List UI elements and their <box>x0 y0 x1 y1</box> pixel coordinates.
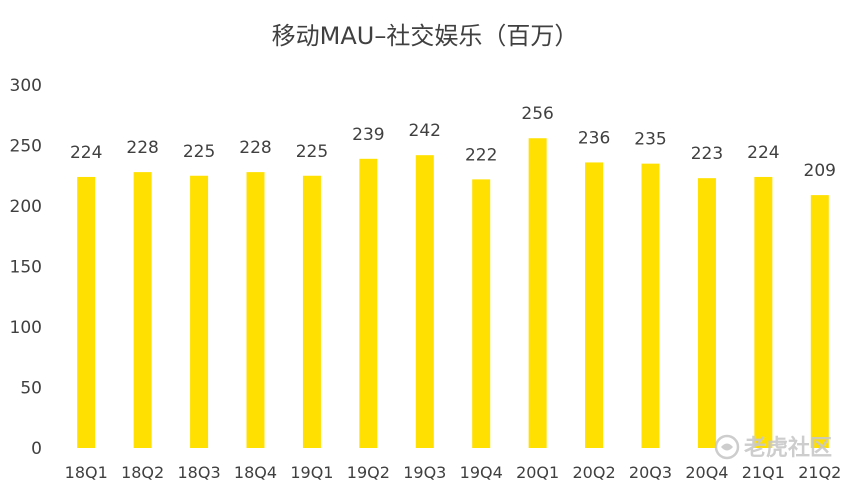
bar <box>302 175 321 448</box>
x-tick-label: 21Q2 <box>798 463 841 482</box>
y-tick-label: 250 <box>10 137 42 157</box>
watermark: 老虎社区 <box>714 434 832 461</box>
bar <box>133 172 152 448</box>
data-label: 225 <box>183 142 215 162</box>
x-tick-label: 20Q4 <box>685 463 728 482</box>
bar <box>77 176 96 448</box>
x-tick-label: 20Q1 <box>516 463 559 482</box>
x-tick-label: 20Q2 <box>573 463 616 482</box>
data-label: 239 <box>352 125 384 145</box>
x-tick-label: 18Q3 <box>178 463 221 482</box>
x-tick-label: 19Q3 <box>403 463 446 482</box>
data-label-group: 224 228 225 228 225 239 242 222 256 236 235 223 224 2… <box>70 104 836 181</box>
x-tick-label: 18Q4 <box>234 463 277 482</box>
data-label: 225 <box>296 142 328 162</box>
x-tick-label: 18Q1 <box>65 463 108 482</box>
data-label: 223 <box>691 144 723 164</box>
data-label: 236 <box>578 128 610 148</box>
data-label: 228 <box>126 138 158 158</box>
y-tick-label: 100 <box>10 318 42 338</box>
y-tick-label: 50 <box>20 379 42 399</box>
bar <box>359 158 378 448</box>
x-tick-label: 19Q1 <box>290 463 333 482</box>
data-label: 235 <box>634 130 666 150</box>
y-tick-label: 150 <box>10 258 42 278</box>
bar <box>697 178 716 449</box>
bar <box>585 162 604 448</box>
bar <box>190 175 209 448</box>
x-tick-label: 21Q1 <box>742 463 785 482</box>
x-axis: 18Q1 18Q2 18Q3 18Q4 19Q1 19Q2 19Q3 19Q4 20Q1 20Q2… <box>65 463 842 482</box>
chart-title: 移动MAU–社交娱乐（百万） <box>272 22 579 50</box>
bar <box>810 195 829 448</box>
y-tick-label: 300 <box>10 76 42 96</box>
data-label: 228 <box>239 138 271 158</box>
x-tick-label: 18Q2 <box>121 463 164 482</box>
x-tick-label: 19Q2 <box>347 463 390 482</box>
data-label: 242 <box>409 121 441 141</box>
data-label: 209 <box>804 161 836 181</box>
x-tick-label: 19Q4 <box>460 463 503 482</box>
data-label: 224 <box>747 143 779 163</box>
bar <box>528 138 547 449</box>
data-label: 222 <box>465 145 497 165</box>
watermark-text: 老虎社区 <box>743 435 832 461</box>
bar <box>641 163 660 448</box>
x-tick-label: 20Q3 <box>629 463 672 482</box>
y-axis: 0 50 100 150 200 250 300 <box>10 76 42 459</box>
bar <box>472 179 491 448</box>
y-tick-label: 0 <box>31 439 42 459</box>
tiger-logo-icon <box>714 434 740 460</box>
bar <box>246 172 265 448</box>
data-label: 256 <box>521 104 553 124</box>
bar <box>754 176 773 448</box>
bar <box>415 155 434 448</box>
y-tick-label: 200 <box>10 197 42 217</box>
bar-series <box>77 138 829 449</box>
data-label: 224 <box>70 143 102 163</box>
